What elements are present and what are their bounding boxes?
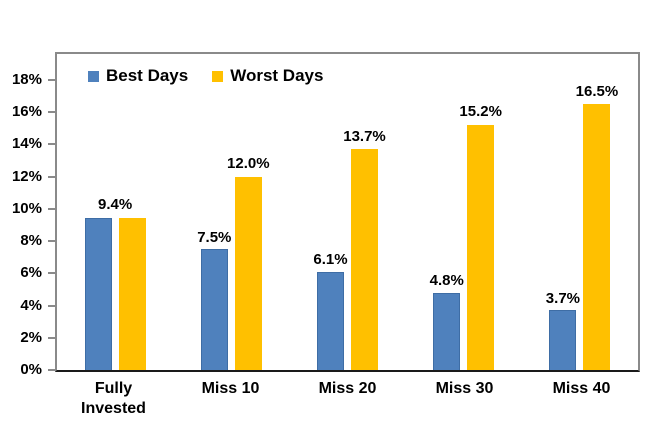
x-axis-category-label: Miss 40 xyxy=(552,380,611,397)
bar-best-days: 6.1% xyxy=(313,252,348,370)
bar-groups: 9.4% 7.5% 12.0% 6.1% 13.7% 4.8% 15.2% 3.7% 16.5% xyxy=(57,54,638,370)
legend-swatch-best-days-icon xyxy=(88,71,99,82)
y-axis-tick-label: 10% xyxy=(11,199,42,217)
bar-value-label: 13.7% xyxy=(343,127,386,145)
bar-value-label: 4.8% xyxy=(429,272,464,290)
x-axis-labels: Fully Invested Miss 10 Miss 20 Miss 30 Miss … xyxy=(55,379,640,419)
bar-worst-days: 15.2% xyxy=(459,104,502,370)
bar-best-days xyxy=(84,218,112,370)
bar-value-label: 15.2% xyxy=(459,103,502,121)
bar-group: 9.4% xyxy=(57,54,173,370)
y-axis-tick-label: 8% xyxy=(20,232,42,249)
legend: Best Days Worst Days xyxy=(88,66,323,86)
x-axis-category-label: Fully Invested xyxy=(81,380,146,417)
y-axis-tick-mark xyxy=(48,369,55,371)
bar-group: 6.1% 13.7% xyxy=(289,54,405,370)
legend-item-worst-days: Worst Days xyxy=(212,66,323,86)
bar-value-label: 3.7% xyxy=(545,289,581,307)
y-axis-tick-label: 14% xyxy=(11,135,42,153)
y-axis-tick-label: 4% xyxy=(20,296,42,314)
y-axis-tick-label: 0% xyxy=(20,361,42,378)
bar-value-label: 6.1% xyxy=(313,251,348,269)
bar-best-days: 3.7% xyxy=(546,290,580,370)
y-axis-tick-mark xyxy=(48,240,55,242)
bar-group: 4.8% 15.2% xyxy=(406,54,522,370)
y-axis-tick-mark xyxy=(48,336,55,339)
y-axis-tick-mark xyxy=(48,143,55,146)
bar-value-label: 16.5% xyxy=(575,82,619,100)
y-axis-tick-label: 12% xyxy=(11,167,42,185)
y-axis-tick-label: 2% xyxy=(20,328,42,346)
legend-label-worst-days: Worst Days xyxy=(230,66,324,85)
y-axis-tick-mark xyxy=(48,111,55,113)
x-axis-category-label: Miss 10 xyxy=(201,380,260,397)
y-axis-tick-mark xyxy=(48,78,55,81)
bar-group: 3.7% 16.5% xyxy=(522,54,638,370)
legend-label-best-days: Best Days xyxy=(106,66,189,85)
y-axis-tick-label: 6% xyxy=(20,264,42,282)
bar-worst-days xyxy=(118,218,146,370)
bar-value-label: 9.4% xyxy=(97,195,133,213)
x-axis-category-label: Miss 20 xyxy=(318,380,377,397)
y-axis-tick-mark xyxy=(48,175,55,178)
bar-best-days: 7.5% xyxy=(197,229,231,370)
legend-swatch-worst-days-icon xyxy=(212,71,224,82)
plot-area: Best Days Worst Days 9.4% 7.5% 12.0% 6.1% 13… xyxy=(55,52,640,372)
x-axis-category-label: Miss 30 xyxy=(435,380,494,397)
y-axis-tick-mark xyxy=(48,304,55,307)
bar-worst-days: 13.7% xyxy=(343,128,386,370)
y-axis-tick-label: 16% xyxy=(11,103,42,120)
bar-value-label: 7.5% xyxy=(197,228,232,246)
y-axis-tick-mark xyxy=(48,207,55,210)
y-axis-tick-mark xyxy=(48,272,55,275)
y-axis-tick-label: 18% xyxy=(11,70,42,88)
bar-worst-days: 16.5% xyxy=(576,83,618,370)
bar-value-label: 12.0% xyxy=(227,155,270,172)
bar-worst-days: 12.0% xyxy=(227,155,270,370)
bar-group: 7.5% 12.0% xyxy=(173,54,289,370)
legend-item-best-days: Best Days xyxy=(88,66,188,86)
bar-best-days: 4.8% xyxy=(430,273,464,370)
